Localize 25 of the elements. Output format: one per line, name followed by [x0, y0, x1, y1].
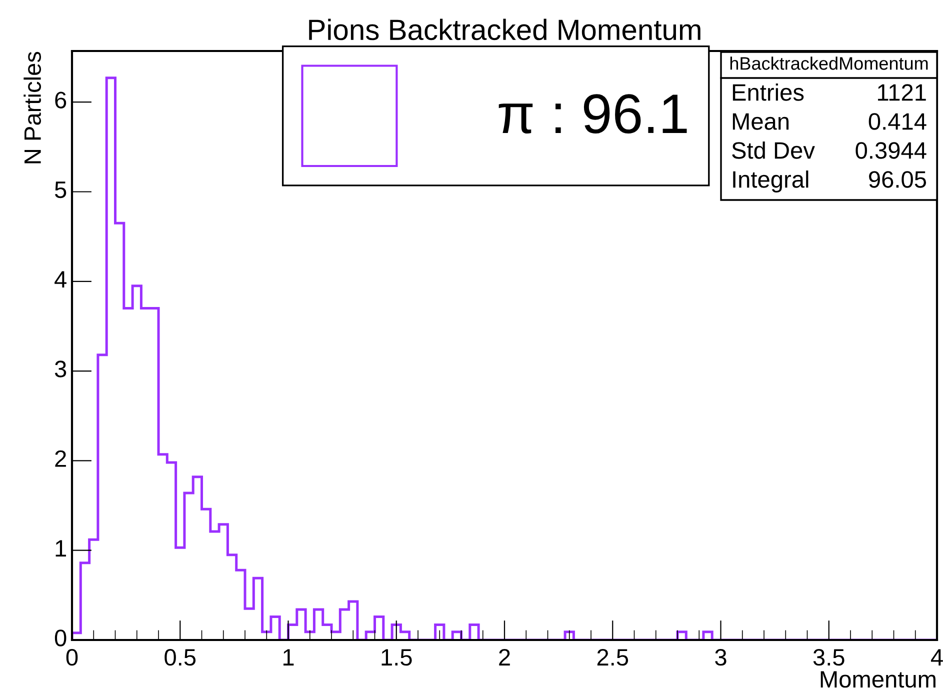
legend-label: π : 96.1 — [498, 94, 687, 134]
y-tick-label: 3 — [54, 360, 66, 378]
chart-title: Pions Backtracked Momentum — [309, 18, 700, 40]
x-tick-label: 3.5 — [813, 648, 844, 666]
x-axis-title: Momentum — [820, 671, 936, 688]
x-tick-label: 0.5 — [164, 648, 196, 666]
x-tick-label: 0 — [66, 648, 78, 666]
annotation: hBacktrackedMomentum — [730, 56, 928, 70]
y-tick-label: 1 — [56, 540, 66, 556]
y-tick-label: 2 — [55, 450, 66, 467]
x-tick-label: 1 — [283, 649, 294, 666]
x-tick-label: 4 — [930, 649, 943, 666]
x-tick-label: 2 — [499, 648, 510, 666]
x-tick-label: 2.5 — [597, 648, 628, 666]
text: Integral 96.05 — [733, 170, 926, 193]
y-tick-label: 4 — [54, 271, 66, 288]
x-tick-label: 3 — [715, 648, 726, 666]
x-tick-label: 1.5 — [382, 649, 412, 666]
y-tick-label: 0 — [54, 630, 66, 646]
y-axis-title: N Particles — [24, 52, 42, 164]
y-tick-label: 5 — [54, 182, 66, 198]
text: Entries 1121 — [732, 83, 926, 101]
y-tick-label: 6 — [55, 92, 66, 108]
text: Mean 0.414 — [732, 113, 926, 130]
text: Std Dev 0.3944 — [732, 141, 926, 159]
